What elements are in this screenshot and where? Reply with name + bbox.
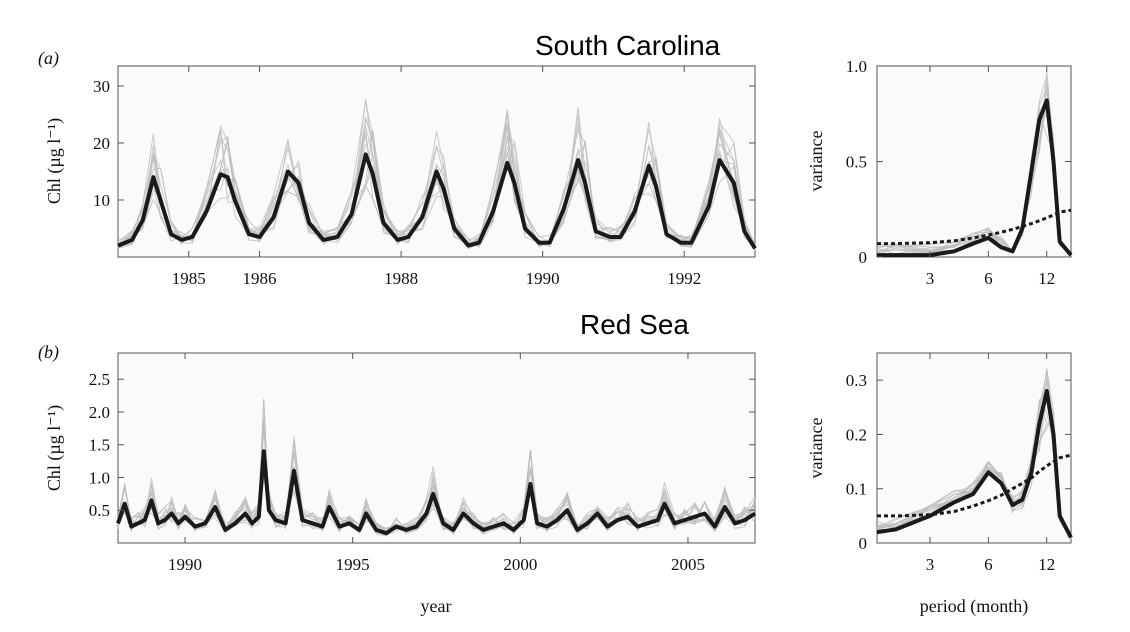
x-tick-label: 1992: [667, 269, 701, 288]
dashed-spectrum-line: [877, 208, 1072, 246]
x-tick-label: 6: [984, 269, 993, 288]
y-tick-label: 0.5: [846, 153, 867, 172]
mean-spectrum-line: [876, 389, 1073, 539]
y-tick-label: 1.0: [846, 57, 867, 76]
x-tick-label: 2000: [503, 555, 537, 574]
y-tick-label: 2.5: [89, 370, 110, 389]
xlabel-period: period (month): [920, 596, 1028, 617]
x-tick-label: 1995: [336, 555, 370, 574]
plot-area-a-spectrum: [876, 65, 1072, 258]
plot-area-a-timeseries: [117, 65, 756, 258]
x-tick-label: 3: [926, 555, 935, 574]
x-tick-label: 1990: [526, 269, 560, 288]
ensemble-line: [117, 125, 756, 249]
dashed-spectrum-line: [877, 453, 1072, 518]
plot-area-b-spectrum: [876, 352, 1072, 544]
x-tick-label: 1986: [243, 269, 277, 288]
series-layer: [116, 98, 1073, 539]
x-tick-label: 1988: [384, 269, 418, 288]
ylabel-b-timeseries: Chl (µg l⁻¹): [44, 405, 65, 491]
region-title-red-sea: Red Sea: [580, 309, 689, 340]
ensemble-line: [117, 99, 756, 250]
x-tick-label: 6: [984, 555, 993, 574]
panel-label-b: (b): [38, 342, 59, 363]
y-tick-label: 0.2: [846, 425, 867, 444]
x-tick-label: 2005: [671, 555, 705, 574]
y-tick-label: 0.3: [846, 371, 867, 390]
ylabel-a-spectrum: variance: [806, 131, 826, 192]
y-tick-label: 0.5: [89, 501, 110, 520]
x-tick-label: 1985: [172, 269, 206, 288]
region-title-south-carolina: South Carolina: [535, 30, 721, 61]
mean-spectrum-line: [877, 98, 1073, 258]
xlabel-year: year: [421, 596, 452, 616]
x-tick-label: 12: [1038, 269, 1055, 288]
y-tick-label: 1.5: [89, 436, 110, 455]
panel-label-a: (a): [38, 48, 59, 69]
y-tick-label: 10: [93, 191, 110, 210]
y-tick-label: 0.1: [846, 480, 867, 499]
mean-line: [117, 152, 757, 250]
ylabel-a-timeseries: Chl (µg l⁻¹): [44, 118, 65, 204]
x-tick-label: 12: [1038, 555, 1055, 574]
x-tick-label: 1990: [168, 555, 202, 574]
y-tick-label: 1.0: [89, 468, 110, 487]
mean-line: [116, 449, 757, 536]
y-tick-label: 30: [93, 77, 110, 96]
y-tick-label: 20: [93, 134, 110, 153]
y-tick-label: 0: [859, 248, 868, 267]
y-tick-label: 0: [859, 534, 868, 553]
ensemble-line: [117, 106, 756, 249]
y-tick-label: 2.0: [89, 403, 110, 422]
ensemble-line: [117, 122, 756, 249]
ylabel-b-spectrum: variance: [806, 418, 826, 479]
x-tick-label: 3: [926, 269, 935, 288]
